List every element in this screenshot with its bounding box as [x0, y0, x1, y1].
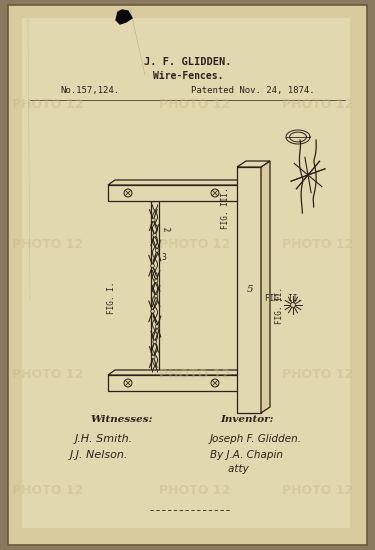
Circle shape [155, 249, 159, 252]
Circle shape [211, 379, 219, 387]
Circle shape [153, 233, 156, 237]
Polygon shape [242, 370, 249, 391]
Text: PHOTO 12: PHOTO 12 [282, 239, 354, 251]
Polygon shape [108, 375, 242, 391]
Polygon shape [237, 161, 270, 167]
Circle shape [153, 340, 156, 344]
Polygon shape [108, 185, 242, 201]
Text: PHOTO 12: PHOTO 12 [159, 368, 231, 382]
Text: FIG. III.: FIG. III. [220, 187, 230, 229]
Text: PHOTO 12: PHOTO 12 [282, 483, 354, 497]
FancyBboxPatch shape [8, 5, 367, 545]
Text: No.157,124.: No.157,124. [60, 85, 119, 95]
Text: FIG. I.: FIG. I. [108, 282, 117, 314]
Circle shape [152, 355, 155, 359]
Text: J.J. Nelson.: J.J. Nelson. [70, 450, 128, 460]
Circle shape [152, 218, 155, 222]
Circle shape [151, 310, 154, 313]
Polygon shape [237, 167, 261, 413]
Circle shape [291, 302, 296, 307]
Text: PHOTO 12: PHOTO 12 [159, 239, 231, 251]
Polygon shape [151, 201, 159, 375]
Polygon shape [261, 161, 270, 413]
Text: PHOTO 12: PHOTO 12 [12, 239, 84, 251]
Text: Witnesses:: Witnesses: [90, 415, 153, 424]
Text: PHOTO 12: PHOTO 12 [12, 483, 84, 497]
Text: PHOTO 12: PHOTO 12 [12, 368, 84, 382]
Text: 2: 2 [161, 227, 170, 232]
Text: J.H. Smith.: J.H. Smith. [75, 434, 133, 444]
Polygon shape [108, 370, 249, 375]
Polygon shape [108, 180, 249, 185]
Text: PHOTO 12: PHOTO 12 [282, 368, 354, 382]
Text: atty: atty [215, 464, 249, 474]
Text: By J.A. Chapin: By J.A. Chapin [210, 450, 283, 460]
Text: FIG. II.: FIG. II. [274, 287, 284, 323]
Text: PHOTO 12: PHOTO 12 [12, 98, 84, 112]
Text: J. F. GLIDDEN.: J. F. GLIDDEN. [144, 57, 232, 67]
Text: Inventor:: Inventor: [220, 415, 273, 424]
Circle shape [154, 279, 158, 283]
Circle shape [151, 264, 154, 267]
Circle shape [155, 324, 159, 328]
Polygon shape [116, 10, 132, 24]
Text: Wire-Fences.: Wire-Fences. [153, 71, 223, 81]
FancyBboxPatch shape [22, 18, 350, 528]
Text: PHOTO 12: PHOTO 12 [159, 98, 231, 112]
Text: Joseph F. Glidden.: Joseph F. Glidden. [210, 434, 302, 444]
Text: 5: 5 [247, 285, 254, 294]
Text: FIG. II.: FIG. II. [265, 294, 302, 303]
Circle shape [124, 379, 132, 387]
Text: 3: 3 [161, 253, 166, 262]
Text: PHOTO 12: PHOTO 12 [159, 483, 231, 497]
Text: PHOTO 12: PHOTO 12 [282, 98, 354, 112]
Text: Patented Nov. 24, 1874.: Patented Nov. 24, 1874. [191, 85, 315, 95]
Circle shape [154, 294, 158, 298]
Circle shape [124, 189, 132, 197]
Circle shape [211, 189, 219, 197]
Polygon shape [242, 180, 249, 201]
